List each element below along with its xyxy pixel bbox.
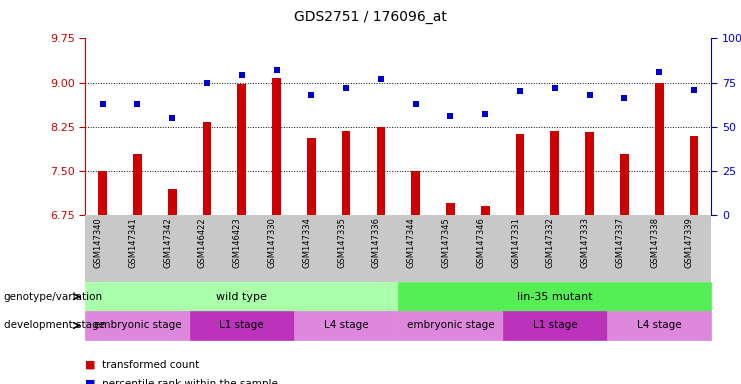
Text: GSM147333: GSM147333 — [581, 217, 590, 268]
Text: development stage: development stage — [4, 320, 104, 331]
Text: L4 stage: L4 stage — [637, 320, 682, 331]
Text: embryonic stage: embryonic stage — [93, 320, 182, 331]
Bar — [237, 84, 246, 215]
Text: GSM147334: GSM147334 — [302, 217, 311, 268]
Text: GSM147344: GSM147344 — [407, 217, 416, 268]
Text: GSM146422: GSM146422 — [198, 217, 207, 268]
Text: GSM147342: GSM147342 — [163, 217, 172, 268]
Text: GSM147341: GSM147341 — [128, 217, 137, 268]
Bar — [551, 131, 559, 215]
Text: percentile rank within the sample: percentile rank within the sample — [102, 379, 277, 384]
Text: GSM147332: GSM147332 — [546, 217, 555, 268]
Bar — [167, 189, 176, 215]
Bar — [307, 139, 316, 215]
Text: lin-35 mutant: lin-35 mutant — [517, 291, 593, 302]
Bar — [133, 154, 142, 215]
Text: L1 stage: L1 stage — [219, 320, 264, 331]
Text: genotype/variation: genotype/variation — [4, 291, 103, 302]
Bar — [446, 203, 455, 215]
Bar — [481, 206, 490, 215]
Bar — [99, 171, 107, 215]
Bar — [690, 136, 698, 215]
Bar — [411, 171, 420, 215]
Bar — [585, 132, 594, 215]
Text: GSM146423: GSM146423 — [233, 217, 242, 268]
Text: GSM147337: GSM147337 — [615, 217, 625, 268]
Text: ■: ■ — [85, 379, 96, 384]
Text: GSM147330: GSM147330 — [268, 217, 276, 268]
Text: embryonic stage: embryonic stage — [407, 320, 494, 331]
Text: wild type: wild type — [216, 291, 268, 302]
Text: transformed count: transformed count — [102, 360, 199, 370]
Text: L4 stage: L4 stage — [324, 320, 368, 331]
Text: GSM147338: GSM147338 — [650, 217, 659, 268]
Bar — [516, 134, 525, 215]
Bar — [376, 127, 385, 215]
Bar — [620, 154, 629, 215]
Text: GSM147345: GSM147345 — [442, 217, 451, 268]
Bar — [272, 78, 281, 215]
Text: GSM147340: GSM147340 — [93, 217, 102, 268]
Bar — [342, 131, 350, 215]
Text: GSM147346: GSM147346 — [476, 217, 485, 268]
Text: GDS2751 / 176096_at: GDS2751 / 176096_at — [294, 10, 447, 23]
Text: L1 stage: L1 stage — [533, 320, 577, 331]
Text: GSM147339: GSM147339 — [685, 217, 694, 268]
Text: GSM147331: GSM147331 — [511, 217, 520, 268]
Text: GSM147335: GSM147335 — [337, 217, 346, 268]
Bar — [655, 83, 663, 215]
Bar — [202, 122, 211, 215]
Text: GSM147336: GSM147336 — [372, 217, 381, 268]
Text: ■: ■ — [85, 360, 96, 370]
